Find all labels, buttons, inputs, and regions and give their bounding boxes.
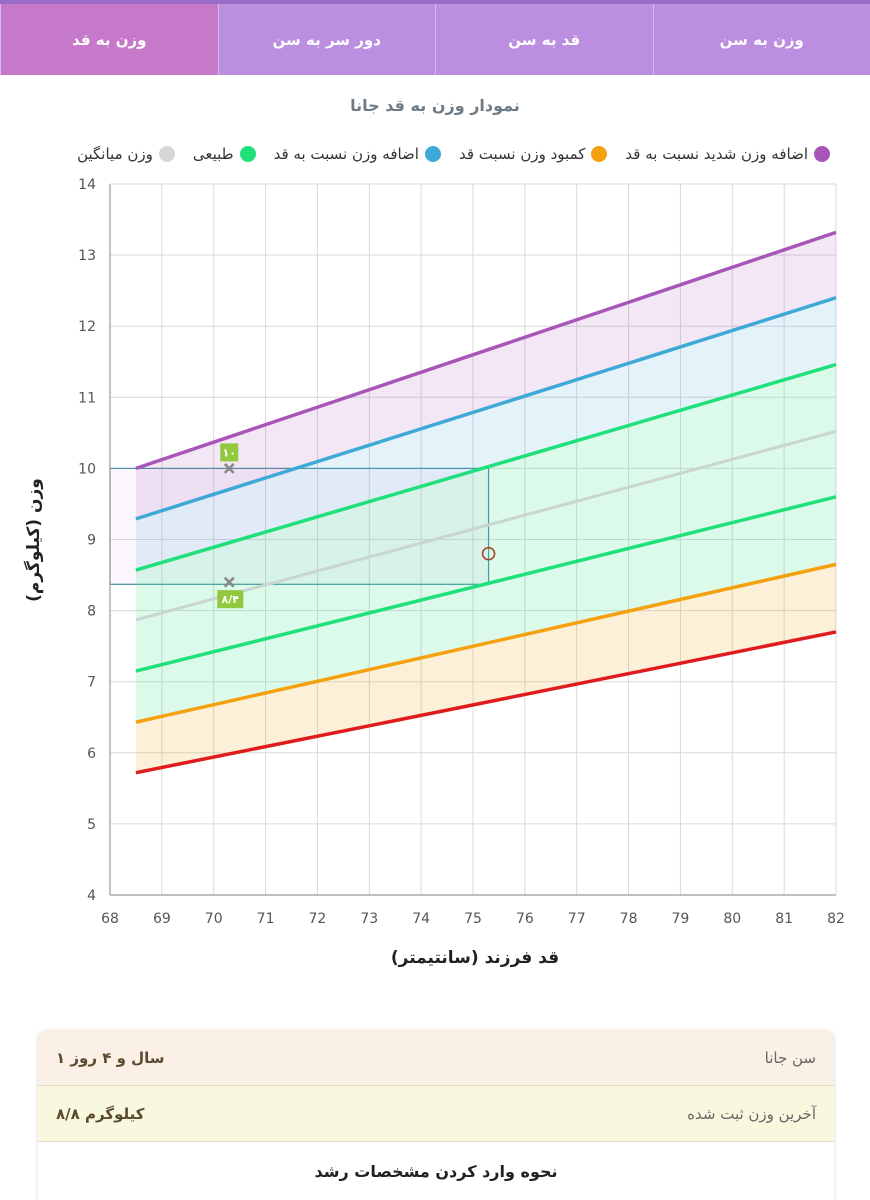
tab-head-for-age[interactable]: دور سر به سن [217,4,435,75]
info-card: سن جانا ۱ سال و ۴ روز آخرین وزن ثبت شده … [38,1030,834,1200]
weight-for-height-chart: 68 69 70 71 72 73 74 75 76 77 78 79 80 81 824567891011… [78,177,845,927]
chart-legend: اضافه وزن شدید نسبت به قد کمبود وزن نسبت… [10,145,830,163]
y-tick-label: 5 [87,817,96,833]
band-fill [135,496,836,723]
band-fill [135,297,836,571]
last-weight-value: ۸/۸ کیلوگرم [56,1104,145,1123]
x-tick-label: 75 [464,911,482,927]
x-tick-label: 71 [257,911,275,927]
tab-weight-for-height[interactable]: وزن به قد [0,4,218,75]
y-tick-label: 12 [78,319,96,335]
series-line [135,495,837,673]
x-tick-label: 82 [827,911,845,927]
legend-dot [591,146,608,162]
series-line [135,230,837,471]
age-row: سن جانا ۱ سال و ۴ روز [38,1030,834,1086]
y-axis-label: وزن (کیلوگرم) [24,478,44,602]
x-tick-label: 69 [153,911,171,927]
legend-item-average[interactable]: وزن میانگین [77,145,175,163]
marker-label-bg [217,590,244,609]
legend-dot [424,146,441,162]
series-line [135,562,837,724]
x-tick-label: 80 [723,911,741,927]
legend-label: اضافه وزن شدید نسبت به قد [625,145,808,163]
y-tick-label: 14 [78,177,96,193]
y-tick-label: 9 [87,533,96,549]
marker-cross [223,462,235,474]
marker-cross [223,576,235,588]
marker-label: ۱۰ [223,446,236,459]
band-fill [135,232,836,519]
x-tick-label: 81 [775,911,793,927]
x-axis-label: قد فرزند (سانتیمتر) [390,948,560,968]
x-tick-label: 77 [568,911,586,927]
x-tick-label: 78 [620,911,638,927]
legend-item-overweight[interactable]: اضافه وزن نسبت به قد [274,145,441,163]
legend-dot [158,146,175,162]
child-point [481,546,496,561]
weight-range-box [109,467,490,585]
age-value: ۱ سال و ۴ روز [56,1048,165,1067]
legend-dot [239,146,256,162]
x-tick-label: 68 [101,911,119,927]
growth-guide-button[interactable]: نحوه وارد کردن مشخصات رشد [38,1142,834,1200]
series-line [135,362,837,572]
series-line [135,630,837,775]
tab-bar: وزن به سن قد به سن دور سر به سن وزن به ق… [0,0,870,75]
legend-label: طبیعی [192,145,234,163]
y-tick-label: 10 [78,461,96,477]
series-line [135,296,837,521]
series-line [135,429,837,622]
legend-item-normal[interactable]: طبیعی [193,145,256,163]
x-tick-label: 74 [412,911,430,927]
x-tick-label: 72 [309,911,327,927]
x-tick-label: 73 [360,911,378,927]
y-tick-label: 13 [78,248,96,264]
legend-label: وزن میانگین [77,145,153,163]
age-label: سن جانا [764,1048,816,1067]
x-tick-label: 70 [205,911,223,927]
legend-item-underweight[interactable]: کمبود وزن نسبت قد [458,145,608,163]
legend-item-severe-overweight[interactable]: اضافه وزن شدید نسبت به قد [625,145,830,163]
x-tick-label: 76 [516,911,534,927]
last-weight-row: آخرین وزن ثبت شده ۸/۸ کیلوگرم [38,1086,834,1142]
band-fill [135,364,836,620]
y-tick-label: 6 [87,746,96,762]
legend-label: اضافه وزن نسبت به قد [273,145,419,163]
marker-label: ۸/۴ [222,593,240,606]
legend-dot [814,146,830,162]
y-tick-label: 8 [87,604,96,620]
chart-title: نمودار وزن به قد جانا [350,96,520,115]
y-tick-label: 4 [87,888,96,904]
y-tick-label: 7 [87,675,96,691]
band-fill [135,431,836,672]
marker-label-bg [220,443,239,462]
last-weight-label: آخرین وزن ثبت شده [687,1104,816,1123]
tab-weight-for-age[interactable]: وزن به سن [652,4,870,75]
legend-label: کمبود وزن نسبت قد [458,145,586,163]
x-tick-label: 79 [672,911,690,927]
band-fill [135,564,836,773]
tab-height-for-age[interactable]: قد به سن [435,4,653,75]
y-tick-label: 11 [78,390,96,406]
